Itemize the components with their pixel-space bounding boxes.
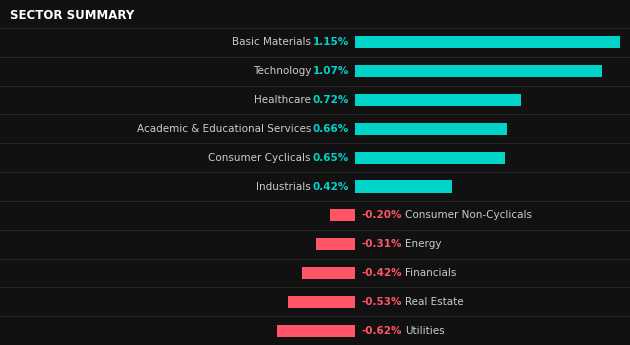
- Text: Utilities: Utilities: [405, 326, 445, 336]
- Text: 0.66%: 0.66%: [312, 124, 349, 134]
- Text: 0.65%: 0.65%: [312, 153, 349, 163]
- Text: 0.42%: 0.42%: [312, 181, 349, 191]
- Bar: [355, 65, 602, 77]
- Text: -0.53%: -0.53%: [361, 297, 401, 307]
- Text: Real Estate: Real Estate: [405, 297, 464, 307]
- Text: -0.20%: -0.20%: [361, 210, 401, 220]
- Text: 1.15%: 1.15%: [312, 37, 349, 47]
- Text: Industrials: Industrials: [256, 181, 311, 191]
- Text: Basic Materials: Basic Materials: [232, 37, 311, 47]
- Bar: [277, 325, 355, 337]
- Bar: [355, 94, 521, 106]
- Text: Technology: Technology: [253, 66, 311, 76]
- Bar: [316, 238, 355, 250]
- Bar: [355, 36, 620, 48]
- Bar: [302, 267, 355, 279]
- Text: -0.31%: -0.31%: [361, 239, 401, 249]
- Text: Energy: Energy: [405, 239, 442, 249]
- Text: 0.72%: 0.72%: [312, 95, 349, 105]
- Text: SECTOR SUMMARY: SECTOR SUMMARY: [10, 9, 134, 22]
- Bar: [355, 152, 505, 164]
- Text: Consumer Cyclicals: Consumer Cyclicals: [209, 153, 311, 163]
- Text: Healthcare: Healthcare: [254, 95, 311, 105]
- Bar: [288, 296, 355, 308]
- Text: -0.62%: -0.62%: [361, 326, 401, 336]
- Text: Consumer Non-Cyclicals: Consumer Non-Cyclicals: [405, 210, 532, 220]
- Bar: [355, 123, 507, 135]
- Text: Financials: Financials: [405, 268, 456, 278]
- Text: Academic & Educational Services: Academic & Educational Services: [137, 124, 311, 134]
- Bar: [355, 180, 452, 193]
- Text: 1.07%: 1.07%: [312, 66, 349, 76]
- Bar: [329, 209, 355, 221]
- Text: -0.42%: -0.42%: [361, 268, 402, 278]
